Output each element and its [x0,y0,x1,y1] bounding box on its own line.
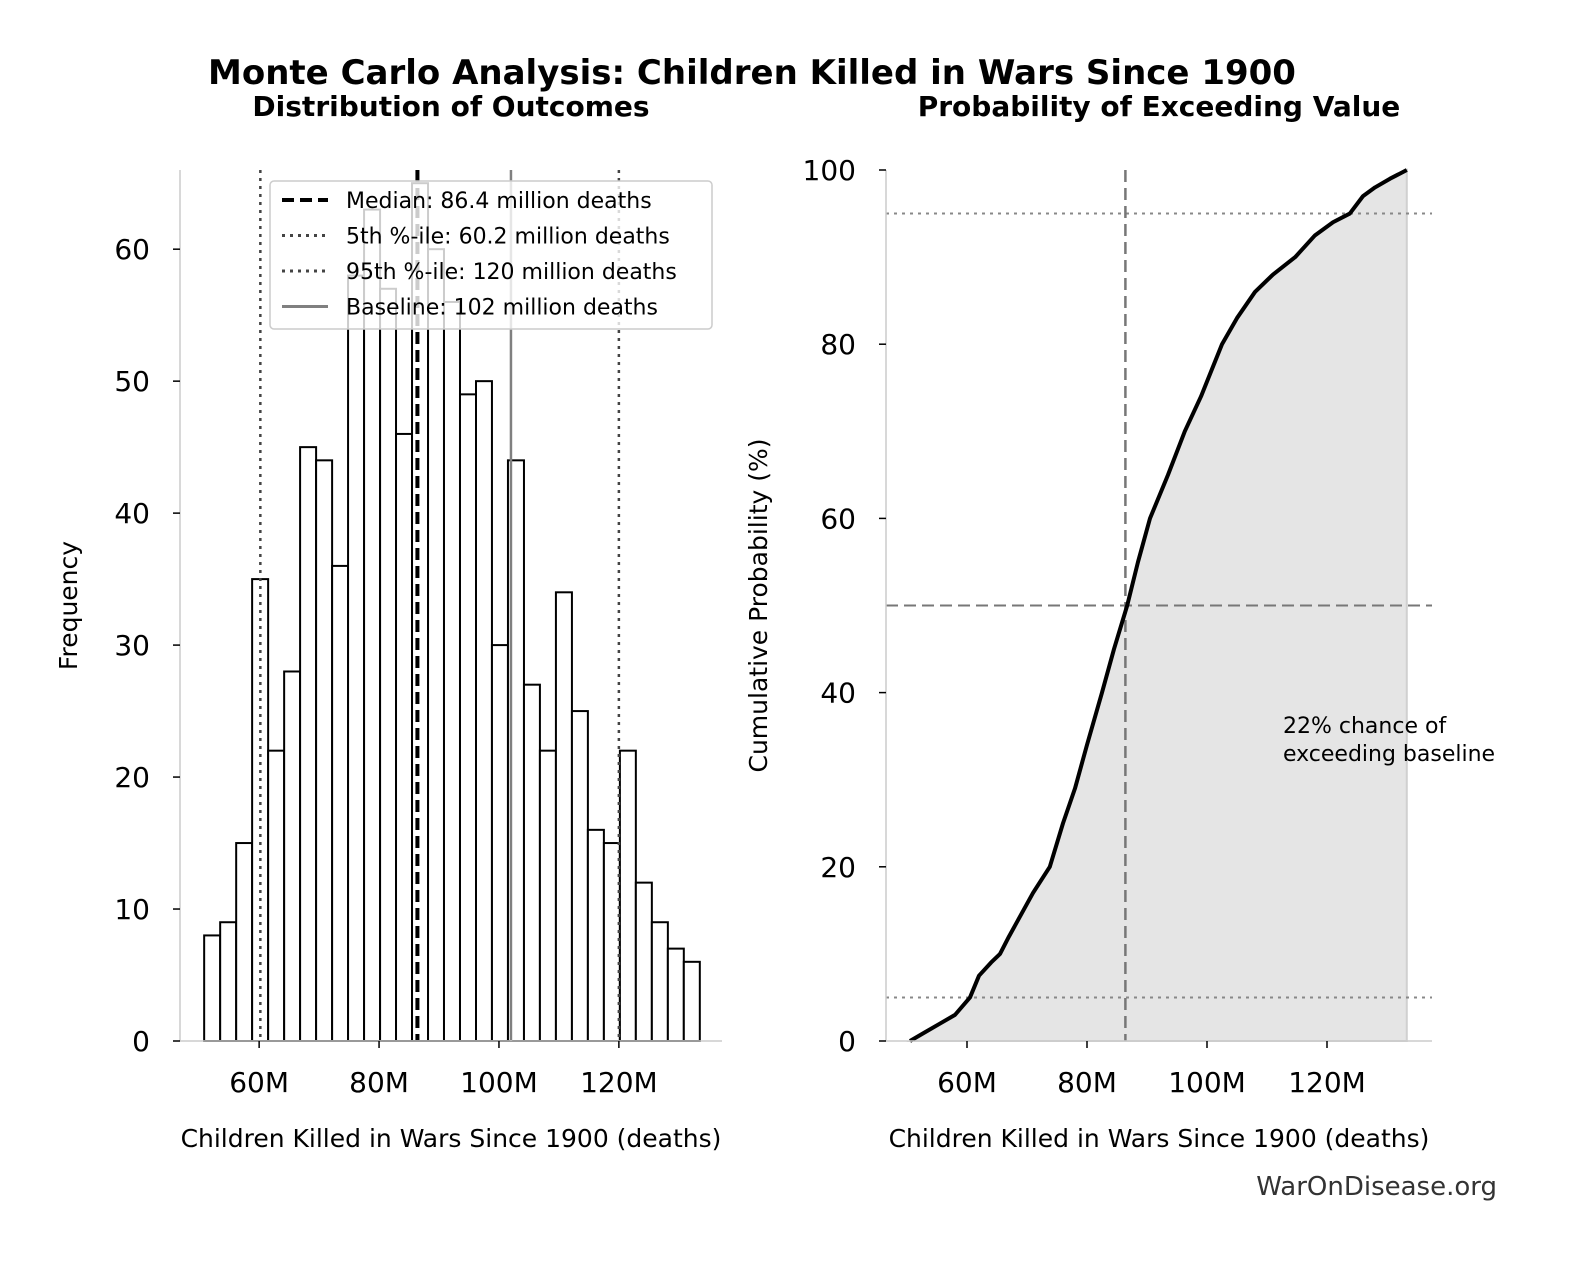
x-tick-label: 120M [1288,1066,1366,1099]
histogram-bar [618,749,637,1043]
histogram-bar [538,749,557,1043]
x-tick-label: 100M [1168,1066,1246,1099]
histogram-bar [315,459,334,1043]
x-axis-label: Children Killed in Wars Since 1900 (deat… [889,1124,1430,1153]
histogram-bar [666,947,685,1042]
y-tick-label: 30 [114,629,150,662]
histogram-bar [299,446,318,1042]
histogram-bar [586,828,605,1043]
histogram-bar [634,881,653,1042]
histogram-bar [427,248,445,1042]
y-tick-label: 20 [114,761,150,794]
histogram-bar [602,842,621,1043]
histogram-bar [347,274,366,1042]
subplot-title: Probability of Exceeding Value [918,90,1401,123]
x-tick-label: 60M [229,1066,289,1099]
y-tick-label: 40 [820,677,856,710]
histogram-bar [682,960,701,1042]
histogram-bar [395,432,414,1042]
subplot-title: Distribution of Outcomes [252,90,649,123]
x-axis-label: Children Killed in Wars Since 1900 (deat… [181,1124,722,1153]
legend-label: 5th %-ile: 60.2 million deaths [346,225,670,250]
histogram-bar [331,564,350,1043]
histogram-bar [203,934,222,1043]
y-tick-label: 100 [803,154,856,187]
x-tick-label: 60M [937,1066,997,1099]
annotation: 22% chance of exceeding baseline [1283,714,1495,767]
legend-label: 95th %-ile: 120 million deaths [346,260,677,285]
legend-label: Median: 86.4 million deaths [346,189,652,214]
y-tick-label: 0 [838,1025,856,1058]
histogram-bar [235,842,254,1043]
histogram-bar [570,710,589,1042]
histogram-bar [379,287,398,1043]
histogram-bar [283,670,302,1042]
y-tick-label: 60 [114,233,150,266]
x-tick-label: 80M [349,1066,409,1099]
footer: WarOnDisease.org [1256,1172,1497,1202]
histogram-bar [650,921,669,1043]
y-axis-label: Cumulative Probability (%) [744,439,773,773]
figure-title: Monte Carlo Analysis: Children Killed in… [208,53,1296,93]
y-tick-label: 20 [820,851,856,884]
histogram-bar [267,749,286,1043]
legend-label: Baseline: 102 million deaths [346,296,658,321]
y-tick-label: 80 [820,328,856,361]
histogram-bar [458,393,478,1042]
annotation-line: exceeding baseline [1283,742,1495,767]
histogram-bar [475,380,493,1043]
y-tick-label: 10 [114,893,150,926]
x-tick-label: 100M [460,1066,538,1099]
histogram-bar [490,644,509,1042]
histogram-bar [442,300,461,1042]
histogram-bar [219,921,238,1043]
histogram-bar [522,683,541,1042]
y-tick-label: 50 [114,365,150,398]
histogram-bar [554,591,573,1042]
x-tick-label: 120M [580,1066,658,1099]
y-tick-label: 60 [820,502,856,535]
x-tick-label: 80M [1057,1066,1117,1099]
annotation-line: 22% chance of [1283,714,1447,739]
histogram-bar [363,208,382,1043]
y-tick-label: 0 [132,1025,150,1058]
legend-box [269,180,713,330]
y-axis-label: Frequency [54,541,83,670]
y-tick-label: 40 [114,497,150,530]
cdf-line [908,168,1408,1043]
